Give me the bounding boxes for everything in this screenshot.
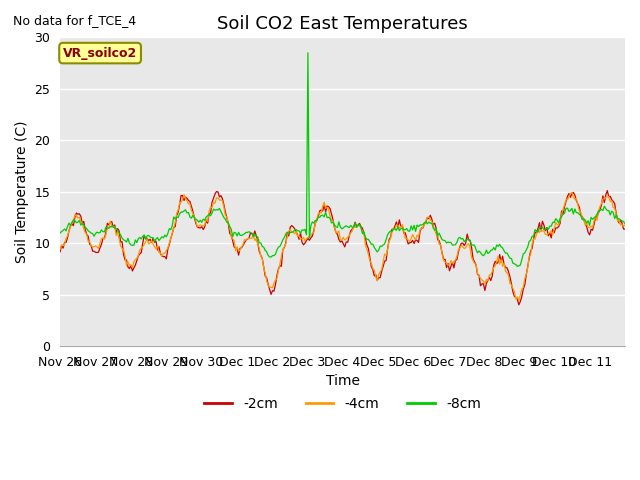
Y-axis label: Soil Temperature (C): Soil Temperature (C): [15, 120, 29, 263]
Legend: -2cm, -4cm, -8cm: -2cm, -4cm, -8cm: [199, 391, 486, 416]
X-axis label: Time: Time: [326, 374, 360, 388]
Text: VR_soilco2: VR_soilco2: [63, 47, 137, 60]
Title: Soil CO2 East Temperatures: Soil CO2 East Temperatures: [217, 15, 468, 33]
Text: No data for f_TCE_4: No data for f_TCE_4: [13, 14, 136, 27]
